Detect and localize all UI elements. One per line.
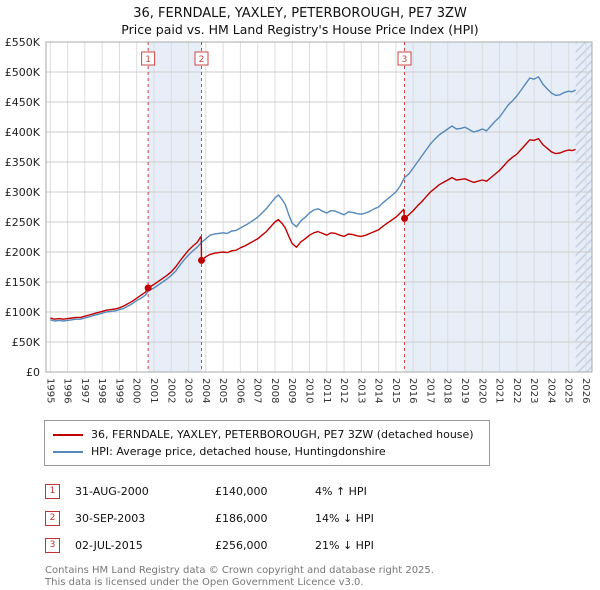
license-footer: Contains HM Land Registry data © Crown c… [45,565,600,589]
transaction-hpi-delta: 4% ↑ HPI [315,485,367,498]
transaction-hpi-delta: 21% ↓ HPI [315,539,374,552]
sale-point-marker [401,214,409,222]
svg-text:2004: 2004 [200,378,211,403]
transactions-table: 1 31-AUG-2000 £140,000 4% ↑ HPI 2 30-SEP… [45,478,600,559]
svg-text:2023: 2023 [528,378,539,403]
future-hatch-region [575,42,592,372]
svg-text:£100K: £100K [5,306,41,319]
transaction-price: £256,000 [215,539,268,552]
svg-text:2003: 2003 [183,378,194,403]
svg-text:2001: 2001 [148,378,159,403]
svg-text:1997: 1997 [79,378,90,403]
plot-border [45,41,593,373]
sale-annotations: 1 2 3 [141,51,412,292]
svg-text:2010: 2010 [303,378,314,403]
price-paid-line [50,137,576,320]
svg-text:2018: 2018 [442,378,453,403]
legend-hpi-label: HPI: Average price, detached house, Hunt… [91,445,386,458]
svg-text:2008: 2008 [269,378,280,403]
svg-text:1: 1 [145,55,151,65]
svg-text:2025: 2025 [563,378,574,403]
svg-text:2007: 2007 [252,378,263,403]
svg-text:1998: 1998 [96,378,107,403]
transaction-number-badge: 2 [45,511,60,526]
svg-text:£500K: £500K [5,66,41,79]
sale-point-marker [198,256,206,264]
series-layer [50,76,576,322]
svg-text:2011: 2011 [321,378,332,403]
svg-text:£300K: £300K [5,186,41,199]
transaction-price: £140,000 [215,485,268,498]
legend-row-hpi: HPI: Average price, detached house, Hunt… [53,443,481,460]
legend: 36, FERNDALE, YAXLEY, PETERBOROUGH, PE7 … [44,420,490,466]
svg-text:2002: 2002 [165,378,176,403]
transaction-row: 1 31-AUG-2000 £140,000 4% ↑ HPI [45,478,600,505]
transaction-date: 02-JUL-2015 [75,539,143,552]
y-axis-labels: £0 £50K £100K £150K £200K £250K £300K £350K £400… [5,38,41,379]
svg-text:£200K: £200K [5,246,41,259]
transaction-number-badge: 1 [45,484,60,499]
svg-text:£550K: £550K [5,38,41,49]
svg-text:2: 2 [199,55,205,65]
footer-line-2: This data is licensed under the Open Gov… [45,577,364,588]
svg-text:1996: 1996 [62,378,73,403]
legend-price-paid-label: 36, FERNDALE, YAXLEY, PETERBOROUGH, PE7 … [91,428,474,441]
svg-text:3: 3 [402,55,408,65]
svg-text:2005: 2005 [217,378,228,403]
svg-text:£150K: £150K [5,276,41,289]
svg-text:2009: 2009 [286,378,297,403]
svg-text:1999: 1999 [113,378,124,403]
svg-text:2013: 2013 [355,378,366,403]
hpi-line-swatch [53,450,83,453]
svg-text:2026: 2026 [580,378,591,403]
svg-text:£250K: £250K [5,216,41,229]
transaction-row: 3 02-JUL-2015 £256,000 21% ↓ HPI [45,532,600,559]
transaction-row: 2 30-SEP-2003 £186,000 14% ↓ HPI [45,505,600,532]
svg-text:£450K: £450K [5,96,41,109]
transaction-hpi-delta: 14% ↓ HPI [315,512,374,525]
transaction-date: 30-SEP-2003 [75,512,146,525]
ownership-bands [148,42,592,372]
sale-lines-layer [147,42,406,372]
svg-text:2016: 2016 [407,378,418,403]
svg-text:£0: £0 [26,366,40,379]
transaction-price: £186,000 [215,512,268,525]
svg-text:£350K: £350K [5,156,41,169]
hpi-line [50,76,576,322]
svg-text:2021: 2021 [494,378,505,403]
footer-line-1: Contains HM Land Registry data © Crown c… [45,565,434,576]
svg-text:2000: 2000 [131,378,142,403]
svg-text:2012: 2012 [338,378,349,403]
svg-text:£50K: £50K [12,336,41,349]
sale-point-marker [144,284,152,292]
price-paid-line-swatch [53,433,83,436]
page-title: 36, FERNDALE, YAXLEY, PETERBOROUGH, PE7 … [133,6,467,21]
transaction-date: 31-AUG-2000 [75,485,149,498]
svg-text:£400K: £400K [5,126,41,139]
svg-text:2006: 2006 [234,378,245,403]
svg-text:2024: 2024 [545,378,556,403]
svg-text:1995: 1995 [44,378,55,403]
svg-text:2019: 2019 [459,378,470,403]
grid-layer [46,41,592,373]
sale-annotation-box [397,51,412,66]
legend-row-price-paid: 36, FERNDALE, YAXLEY, PETERBOROUGH, PE7 … [53,426,481,443]
svg-text:2015: 2015 [390,378,401,403]
svg-text:2022: 2022 [511,378,522,403]
title-block: 36, FERNDALE, YAXLEY, PETERBOROUGH, PE7 … [0,0,600,38]
price-chart: 1995 1996 1997 1998 1999 2000 2001 2002 2003 2004… [5,38,593,403]
transaction-number-badge: 3 [45,538,60,553]
page-subtitle: Price paid vs. HM Land Registry's House … [121,22,479,37]
sale-annotation-box [194,51,209,66]
svg-text:2017: 2017 [424,378,435,403]
svg-text:2014: 2014 [373,378,384,403]
x-axis-labels: 1995 1996 1997 1998 1999 2000 2001 2002 2003 2004… [44,378,591,403]
svg-text:2020: 2020 [476,378,487,403]
sale-annotation-box [141,51,156,66]
